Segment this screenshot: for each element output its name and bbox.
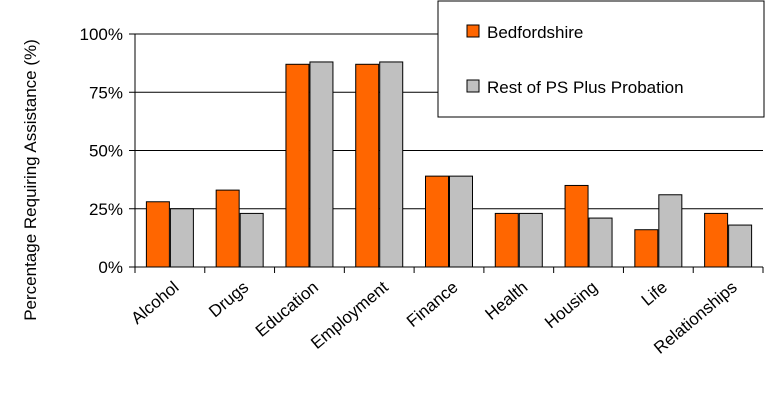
x-tick-label: Health bbox=[481, 278, 531, 324]
bar-rest-alcohol bbox=[169, 208, 194, 268]
bar-bedfordshire-relationships bbox=[704, 212, 729, 268]
bar-rest-life bbox=[658, 194, 683, 268]
x-tick-label: Drugs bbox=[205, 278, 252, 322]
bar-bedfordshire-alcohol bbox=[145, 201, 170, 268]
bars bbox=[145, 61, 753, 268]
bar-rest-housing bbox=[588, 217, 613, 268]
y-tick-label: 50% bbox=[89, 142, 123, 161]
bar-bedfordshire-drugs bbox=[215, 189, 240, 268]
y-tick-label: 75% bbox=[89, 83, 123, 102]
y-axis-label: Percentage Requiring Assistance (%) bbox=[21, 39, 40, 321]
bar-rest-education bbox=[309, 61, 334, 268]
bar-rest-relationships bbox=[728, 224, 753, 268]
legend-swatch bbox=[466, 79, 480, 93]
bar-bedfordshire-finance bbox=[425, 175, 449, 268]
bar-bedfordshire-employment bbox=[355, 63, 380, 268]
legend-swatch bbox=[466, 24, 480, 38]
legend-label: Rest of PS Plus Probation bbox=[487, 78, 684, 97]
legend: Bedfordshire Rest of PS Plus Probation bbox=[437, 0, 765, 118]
bar-bedfordshire-life bbox=[634, 229, 659, 268]
x-tick-label: Education bbox=[252, 278, 322, 341]
legend-label: Bedfordshire bbox=[487, 23, 583, 42]
x-tick-label: Finance bbox=[403, 278, 462, 331]
y-tick-labels: 0% 25% 50% 75% 100% bbox=[80, 25, 123, 277]
bar-bedfordshire-housing bbox=[564, 184, 589, 268]
bar-bedfordshire-education bbox=[285, 63, 310, 268]
x-tick-label: Housing bbox=[541, 278, 601, 333]
bar-rest-health bbox=[518, 212, 543, 268]
axes bbox=[129, 33, 764, 273]
y-tick-label: 100% bbox=[80, 25, 123, 44]
bar-rest-finance bbox=[449, 175, 473, 268]
bar-bedfordshire-health bbox=[494, 212, 519, 268]
y-tick-label: 0% bbox=[98, 258, 123, 277]
y-tick-label: 25% bbox=[89, 200, 123, 219]
x-tick-label: Alcohol bbox=[128, 278, 183, 328]
bar-rest-drugs bbox=[239, 212, 264, 268]
x-tick-label: Employment bbox=[307, 277, 392, 352]
x-tick-label: Life bbox=[638, 278, 671, 310]
bar-rest-employment bbox=[379, 61, 404, 268]
legend-box bbox=[437, 0, 765, 118]
